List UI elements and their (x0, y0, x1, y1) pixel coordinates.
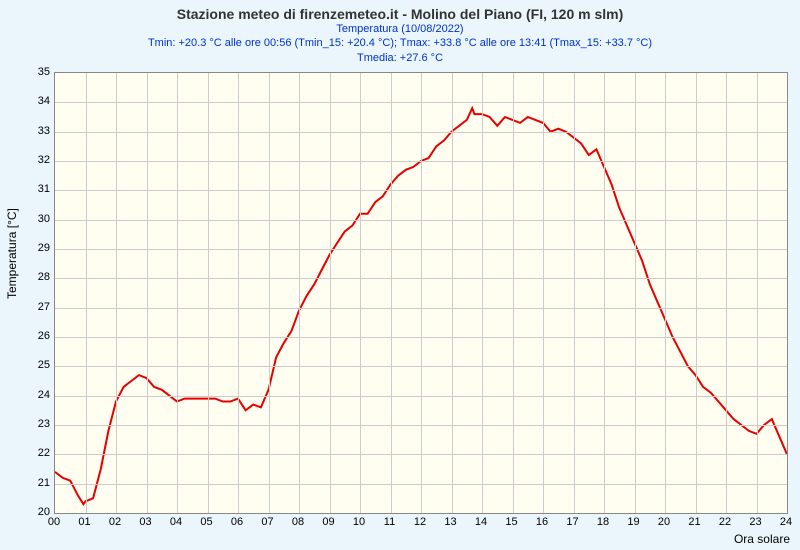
x-tick-label: 20 (654, 516, 674, 528)
plot-area (54, 72, 788, 514)
grid-line-v (421, 73, 422, 513)
x-tick-label: 00 (44, 516, 64, 528)
grid-line-v (757, 73, 758, 513)
x-tick-label: 15 (502, 516, 522, 528)
grid-line-v (238, 73, 239, 513)
subtitle-line-2: Tmin: +20.3 °C alle ore 00:56 (Tmin_15: … (148, 37, 652, 49)
grid-line-v (452, 73, 453, 513)
x-tick-label: 14 (471, 516, 491, 528)
y-tick-label: 22 (26, 447, 50, 459)
y-tick-label: 29 (26, 242, 50, 254)
x-tick-label: 07 (258, 516, 278, 528)
grid-line-v (635, 73, 636, 513)
chart-container: Stazione meteo di firenzemeteo.it - Moli… (0, 0, 800, 550)
grid-line-v (86, 73, 87, 513)
x-tick-label: 17 (563, 516, 583, 528)
x-tick-label: 11 (380, 516, 400, 528)
x-tick-label: 16 (532, 516, 552, 528)
grid-line-v (543, 73, 544, 513)
y-tick-label: 34 (26, 95, 50, 107)
x-tick-label: 12 (410, 516, 430, 528)
grid-line-v (696, 73, 697, 513)
grid-line-v (574, 73, 575, 513)
grid-line-v (299, 73, 300, 513)
grid-line-v (116, 73, 117, 513)
grid-line-v (330, 73, 331, 513)
grid-line-v (269, 73, 270, 513)
y-axis-label: Temperatura [°C] (5, 283, 19, 299)
y-tick-label: 23 (26, 418, 50, 430)
y-tick-label: 21 (26, 477, 50, 489)
x-tick-label: 19 (624, 516, 644, 528)
y-tick-label: 32 (26, 154, 50, 166)
subtitle-line-3: Tmedia: +27.6 °C (357, 52, 443, 64)
y-tick-label: 28 (26, 271, 50, 283)
chart-title: Stazione meteo di firenzemeteo.it - Moli… (0, 0, 800, 22)
x-tick-label: 09 (319, 516, 339, 528)
x-tick-label: 06 (227, 516, 247, 528)
x-axis-label: Ora solare (734, 532, 790, 546)
x-tick-label: 22 (715, 516, 735, 528)
subtitle-line-1: Temperatura (10/08/2022) (336, 23, 463, 35)
x-tick-label: 05 (197, 516, 217, 528)
grid-line-v (177, 73, 178, 513)
y-tick-label: 31 (26, 183, 50, 195)
grid-line-v (513, 73, 514, 513)
grid-line-v (208, 73, 209, 513)
grid-line-v (147, 73, 148, 513)
x-tick-label: 13 (441, 516, 461, 528)
x-tick-label: 08 (288, 516, 308, 528)
y-tick-label: 26 (26, 330, 50, 342)
grid-line-v (726, 73, 727, 513)
grid-line-v (391, 73, 392, 513)
x-tick-label: 03 (136, 516, 156, 528)
y-tick-label: 25 (26, 359, 50, 371)
y-tick-label: 30 (26, 213, 50, 225)
grid-line-v (604, 73, 605, 513)
y-tick-label: 27 (26, 301, 50, 313)
grid-line-v (360, 73, 361, 513)
y-tick-label: 33 (26, 125, 50, 137)
x-tick-label: 04 (166, 516, 186, 528)
x-tick-label: 01 (75, 516, 95, 528)
x-tick-label: 10 (349, 516, 369, 528)
y-tick-label: 35 (26, 66, 50, 78)
x-tick-label: 24 (776, 516, 796, 528)
chart-subtitle: Temperatura (10/08/2022) Tmin: +20.3 °C … (0, 22, 800, 65)
grid-line-v (665, 73, 666, 513)
grid-line-v (482, 73, 483, 513)
x-tick-label: 23 (746, 516, 766, 528)
y-tick-label: 24 (26, 389, 50, 401)
x-tick-label: 21 (685, 516, 705, 528)
x-tick-label: 18 (593, 516, 613, 528)
x-tick-label: 02 (105, 516, 125, 528)
